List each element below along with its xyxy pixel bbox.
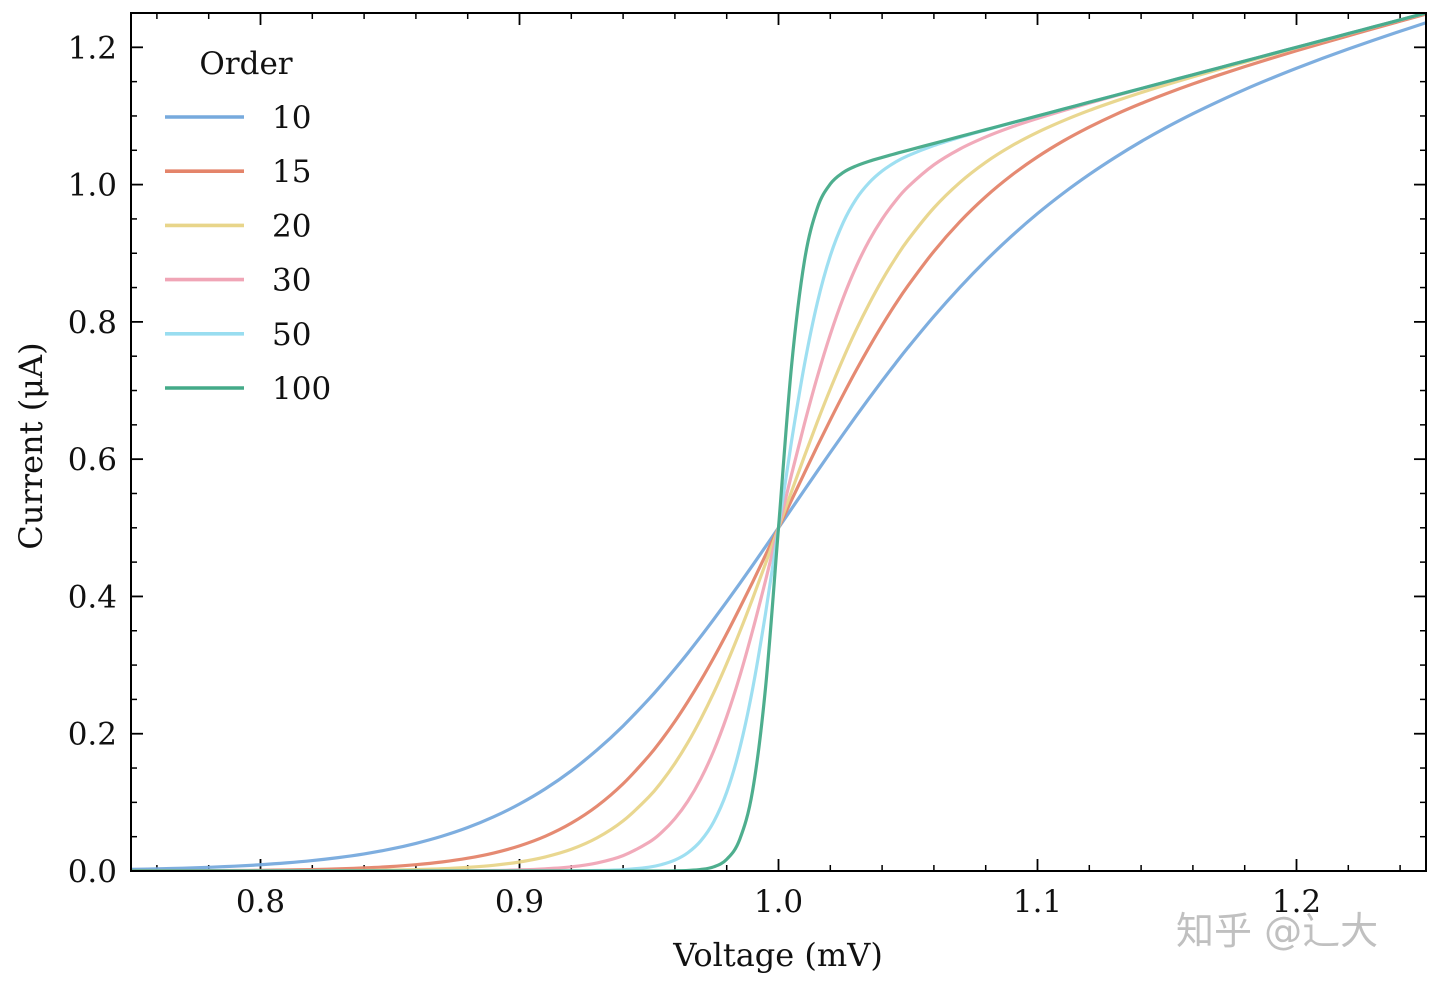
legend-label: 30 <box>272 263 311 299</box>
legend-item-order-30: 30 <box>165 263 311 299</box>
major-ticks <box>131 13 1426 872</box>
y-tick-label: 0.8 <box>68 305 117 341</box>
legend: Order 10 15 20 30 50 100 <box>165 46 331 407</box>
legend-label: 10 <box>272 100 311 136</box>
legend-item-order-50: 50 <box>165 317 311 353</box>
plot-frame <box>130 12 1427 872</box>
series-line-order-10 <box>131 21 1426 871</box>
series-line-order-15 <box>131 13 1426 871</box>
legend-title: Order <box>199 46 292 82</box>
series-line-order-30 <box>131 13 1426 871</box>
x-tick-label: 1.2 <box>1272 884 1321 920</box>
y-tick-label: 0.4 <box>68 579 117 615</box>
minor-ticks <box>131 12 1426 871</box>
y-tick-labels: 0.0 0.2 0.4 0.6 0.8 1.0 1.2 <box>68 30 117 890</box>
legend-item-order-10: 10 <box>165 100 311 136</box>
y-tick-label: 1.2 <box>68 30 117 66</box>
series-line-order-20 <box>131 13 1426 871</box>
x-tick-labels: 0.8 0.9 1.0 1.1 1.2 <box>236 884 1321 920</box>
x-tick-label: 0.9 <box>495 884 544 920</box>
watermark: 知乎 @辶大 <box>1176 909 1378 953</box>
y-tick-label: 1.0 <box>68 168 117 204</box>
legend-item-order-20: 20 <box>165 208 311 244</box>
x-tick-label: 1.0 <box>754 884 803 920</box>
legend-label: 100 <box>272 371 331 407</box>
y-tick-label: 0.6 <box>68 442 117 478</box>
series-line-order-100 <box>131 13 1426 871</box>
x-tick-label: 0.8 <box>236 884 285 920</box>
legend-label: 20 <box>272 208 311 244</box>
series-lines <box>131 13 1426 871</box>
y-tick-label: 0.0 <box>68 854 117 890</box>
legend-item-order-100: 100 <box>165 371 331 407</box>
legend-label: 50 <box>272 317 311 353</box>
x-axis-title: Voltage (mV) <box>672 936 883 974</box>
legend-label: 15 <box>272 154 311 190</box>
legend-item-order-15: 15 <box>165 154 311 190</box>
series-line-order-50 <box>131 13 1426 871</box>
y-tick-label: 0.2 <box>68 717 117 753</box>
y-axis-title: Current (μA) <box>12 342 50 549</box>
x-tick-label: 1.1 <box>1013 884 1062 920</box>
